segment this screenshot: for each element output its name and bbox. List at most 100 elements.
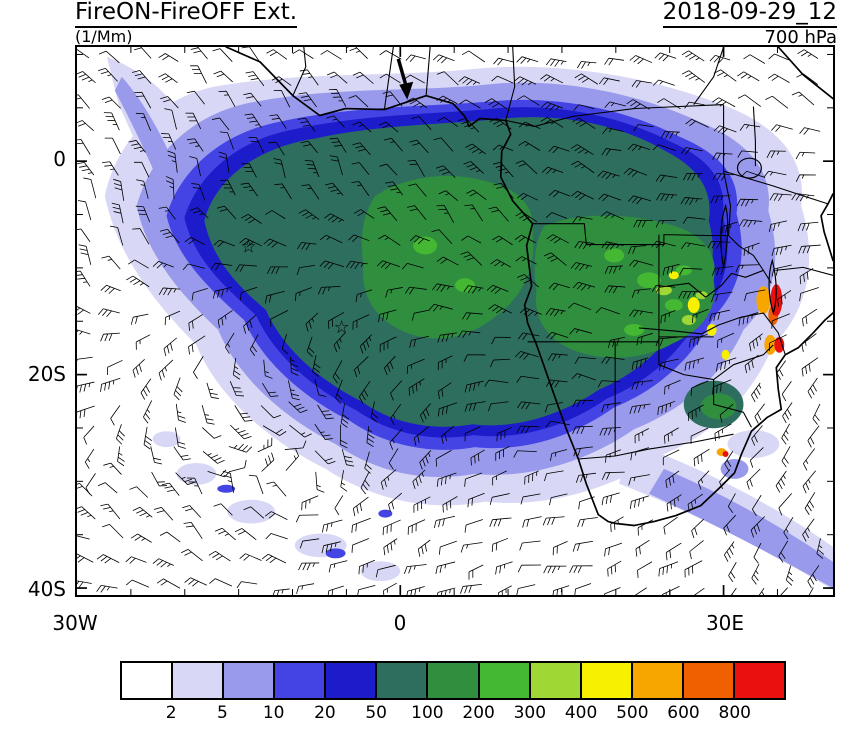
plume-band-se-core xyxy=(648,468,833,588)
wind-barb-icon xyxy=(631,380,653,390)
wind-barb-icon xyxy=(777,290,792,307)
wind-barb-icon xyxy=(517,564,542,573)
wind-barb-icon xyxy=(383,538,398,556)
wind-barb-icon xyxy=(290,356,299,376)
wind-barb-icon xyxy=(314,423,333,440)
wind-barb-icon xyxy=(607,560,622,577)
wind-barb-icon xyxy=(351,162,370,175)
speckle xyxy=(637,272,661,289)
wind-barb-icon xyxy=(781,381,792,402)
wind-barb-icon xyxy=(490,358,510,368)
colorbar-tick-label: 200 xyxy=(462,703,495,723)
wind-barb-icon xyxy=(156,578,181,589)
wind-barb-icon xyxy=(358,380,371,404)
wind-barb-icon xyxy=(516,401,541,410)
speckle xyxy=(413,236,438,255)
speckle xyxy=(455,278,475,293)
wind-barb-icon xyxy=(751,425,763,446)
wind-barb-icon xyxy=(326,71,348,84)
wind-barb-icon xyxy=(574,73,599,85)
wind-barb-icon xyxy=(637,561,653,578)
wind-barb-icon xyxy=(802,308,818,327)
wind-barb-icon xyxy=(467,492,485,508)
wind-barb-icon xyxy=(515,350,539,360)
wind-barb-icon xyxy=(769,193,792,202)
wind-barb-icon xyxy=(346,47,368,59)
wind-barb-icon xyxy=(543,565,567,574)
wind-barb-icon xyxy=(655,174,678,183)
wind-barb-icon xyxy=(629,55,653,65)
wind-barb-icon xyxy=(684,560,703,578)
wind-barb-icon xyxy=(600,211,625,220)
wind-barb-icon xyxy=(209,578,233,587)
plot-title: FireON-FireOFF Ext. xyxy=(75,0,298,28)
wind-barb-icon xyxy=(468,564,484,580)
wind-barb-icon xyxy=(460,542,483,553)
wind-barb-icon xyxy=(433,515,456,529)
wind-barb-icon xyxy=(135,205,151,223)
wind-barb-icon xyxy=(312,355,321,377)
wind-barb-icon xyxy=(437,116,459,128)
wind-barb-icon xyxy=(737,94,762,107)
max-yellow xyxy=(721,349,730,360)
wind-barb-icon xyxy=(77,580,92,589)
wind-barb-icon xyxy=(366,426,375,448)
colorbar-cell xyxy=(122,663,174,698)
colorbar-labels: 2 5 10 20 50 100 200 300 400 500 600 800 xyxy=(120,703,786,727)
wind-barb-icon xyxy=(153,507,174,521)
wind-barb-icon xyxy=(687,493,704,513)
wind-barb-icon xyxy=(545,212,568,219)
wind-barb-icon xyxy=(634,428,649,444)
wind-barb-icon xyxy=(321,519,343,533)
wind-barb-icon xyxy=(378,234,401,246)
wind-barb-icon xyxy=(489,493,510,505)
wind-barb-icon xyxy=(384,355,396,376)
wind-barb-icon xyxy=(296,583,315,594)
wind-barb-icon xyxy=(161,482,180,496)
wind-barb-icon xyxy=(548,282,570,291)
header-right: 2018-09-29_12 700 hPa xyxy=(662,0,837,49)
wind-barb-icon xyxy=(692,308,709,323)
wind-barb-icon xyxy=(743,242,760,256)
wind-barb-icon xyxy=(132,506,153,518)
wind-barb-icon xyxy=(608,336,625,348)
wind-barb-icon xyxy=(352,71,374,84)
wind-barb-icon xyxy=(652,79,675,86)
wind-barb-icon xyxy=(709,54,731,64)
wind-barb-icon xyxy=(658,358,679,371)
wind-barb-icon xyxy=(135,112,152,131)
wind-barb-icon xyxy=(271,588,290,595)
wind-barb-icon xyxy=(513,450,537,458)
colorbar-cell xyxy=(581,663,633,698)
wind-barb-icon xyxy=(83,425,95,445)
wind-barb-icon xyxy=(408,378,425,396)
wind-barb-icon xyxy=(240,182,258,197)
wind-barb-icon xyxy=(681,70,706,83)
header-left: FireON-FireOFF Ext. (1/Mm) xyxy=(75,0,298,46)
wind-barb-icon xyxy=(403,564,427,575)
wind-barb-icon xyxy=(546,234,569,244)
wind-barb-icon xyxy=(785,565,794,586)
wind-barb-icon xyxy=(633,219,653,228)
wind-barb-icon xyxy=(797,49,819,59)
wind-barb-icon xyxy=(515,211,538,223)
wind-barb-icon xyxy=(230,424,252,440)
wind-barb-icon xyxy=(458,76,481,86)
wind-barb-icon xyxy=(681,242,706,250)
wind-barb-icon xyxy=(804,492,816,515)
wind-barb-icon xyxy=(234,405,253,422)
wind-barb-icon xyxy=(355,289,373,303)
wind-barb-icon xyxy=(222,470,235,493)
wind-barb-icon xyxy=(191,183,206,201)
wind-barb-icon xyxy=(356,584,376,595)
wind-barb-icon xyxy=(519,540,541,551)
wind-barb-icon xyxy=(140,378,152,400)
wind-barb-icon xyxy=(339,424,348,449)
wind-barb-icon xyxy=(77,200,92,221)
wind-barb-icon xyxy=(98,68,118,82)
wind-barb-icon xyxy=(727,493,736,514)
wind-barb-icon xyxy=(771,124,793,132)
wind-barb-icon xyxy=(345,260,368,270)
colorbar-tick-label: 10 xyxy=(262,703,285,723)
wind-barb-icon xyxy=(164,310,181,326)
